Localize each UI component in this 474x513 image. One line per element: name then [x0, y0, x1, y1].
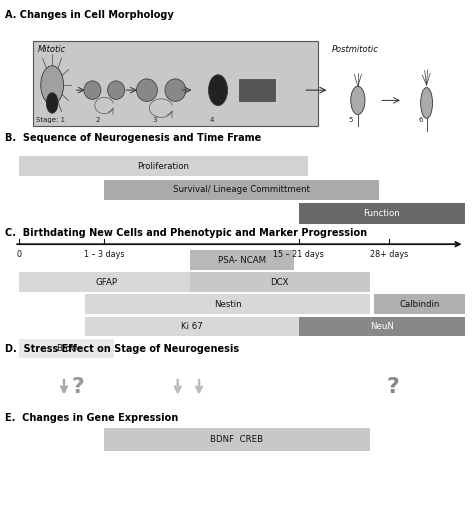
- Text: B.  Sequence of Neurogenesis and Time Frame: B. Sequence of Neurogenesis and Time Fra…: [5, 133, 261, 143]
- Text: E.  Changes in Gene Expression: E. Changes in Gene Expression: [5, 413, 178, 423]
- FancyBboxPatch shape: [19, 156, 308, 176]
- Text: Survival/ Lineage Committment: Survival/ Lineage Committment: [173, 185, 310, 194]
- Text: 2: 2: [96, 117, 100, 123]
- FancyBboxPatch shape: [239, 79, 275, 102]
- Text: Postmitotic: Postmitotic: [332, 45, 379, 54]
- Text: 4: 4: [210, 117, 214, 123]
- Text: 15 – 21 days: 15 – 21 days: [273, 250, 324, 260]
- FancyBboxPatch shape: [33, 41, 318, 126]
- Circle shape: [84, 81, 101, 100]
- Text: D.  Stress Effect on Stage of Neurogenesis: D. Stress Effect on Stage of Neurogenesi…: [5, 344, 239, 353]
- Text: A. Changes in Cell Morphology: A. Changes in Cell Morphology: [5, 10, 173, 20]
- Ellipse shape: [46, 93, 58, 113]
- FancyBboxPatch shape: [85, 317, 299, 336]
- FancyBboxPatch shape: [299, 203, 465, 224]
- Text: Proliferation: Proliferation: [137, 162, 190, 171]
- Text: ?: ?: [72, 378, 85, 397]
- Text: Calbindin: Calbindin: [399, 300, 440, 309]
- Circle shape: [137, 79, 157, 102]
- Ellipse shape: [209, 75, 228, 106]
- Text: 3: 3: [153, 117, 157, 123]
- Text: Function: Function: [363, 209, 400, 218]
- Text: 1 – 3 days: 1 – 3 days: [84, 250, 125, 260]
- FancyBboxPatch shape: [104, 428, 370, 451]
- Circle shape: [108, 81, 125, 100]
- Text: BDNF  CREB: BDNF CREB: [210, 436, 264, 444]
- Text: ?: ?: [387, 378, 400, 397]
- Text: PSA- NCAM: PSA- NCAM: [218, 255, 266, 265]
- Text: NeuN: NeuN: [370, 322, 393, 331]
- FancyBboxPatch shape: [374, 294, 465, 314]
- FancyBboxPatch shape: [104, 180, 379, 200]
- FancyBboxPatch shape: [85, 294, 370, 314]
- Text: Nestin: Nestin: [214, 300, 241, 309]
- Text: 0: 0: [17, 250, 21, 260]
- FancyBboxPatch shape: [190, 250, 294, 270]
- Text: 28+ days: 28+ days: [370, 250, 408, 260]
- Text: C.  Birthdating New Cells and Phenotypic and Marker Progression: C. Birthdating New Cells and Phenotypic …: [5, 228, 367, 238]
- Text: 6: 6: [418, 117, 422, 123]
- FancyBboxPatch shape: [190, 272, 370, 292]
- Text: GFAP: GFAP: [96, 278, 118, 287]
- Ellipse shape: [41, 66, 64, 104]
- Ellipse shape: [420, 88, 432, 119]
- Text: BrdU: BrdU: [56, 344, 77, 353]
- Ellipse shape: [351, 86, 365, 114]
- Text: Stage: 1: Stage: 1: [36, 117, 64, 123]
- Text: Ki 67: Ki 67: [181, 322, 203, 331]
- FancyBboxPatch shape: [299, 317, 465, 336]
- Text: Mitotic: Mitotic: [38, 45, 66, 54]
- Text: DCX: DCX: [270, 278, 289, 287]
- Text: 5: 5: [348, 117, 353, 123]
- FancyBboxPatch shape: [19, 272, 194, 292]
- FancyBboxPatch shape: [19, 339, 114, 358]
- Circle shape: [165, 79, 186, 102]
